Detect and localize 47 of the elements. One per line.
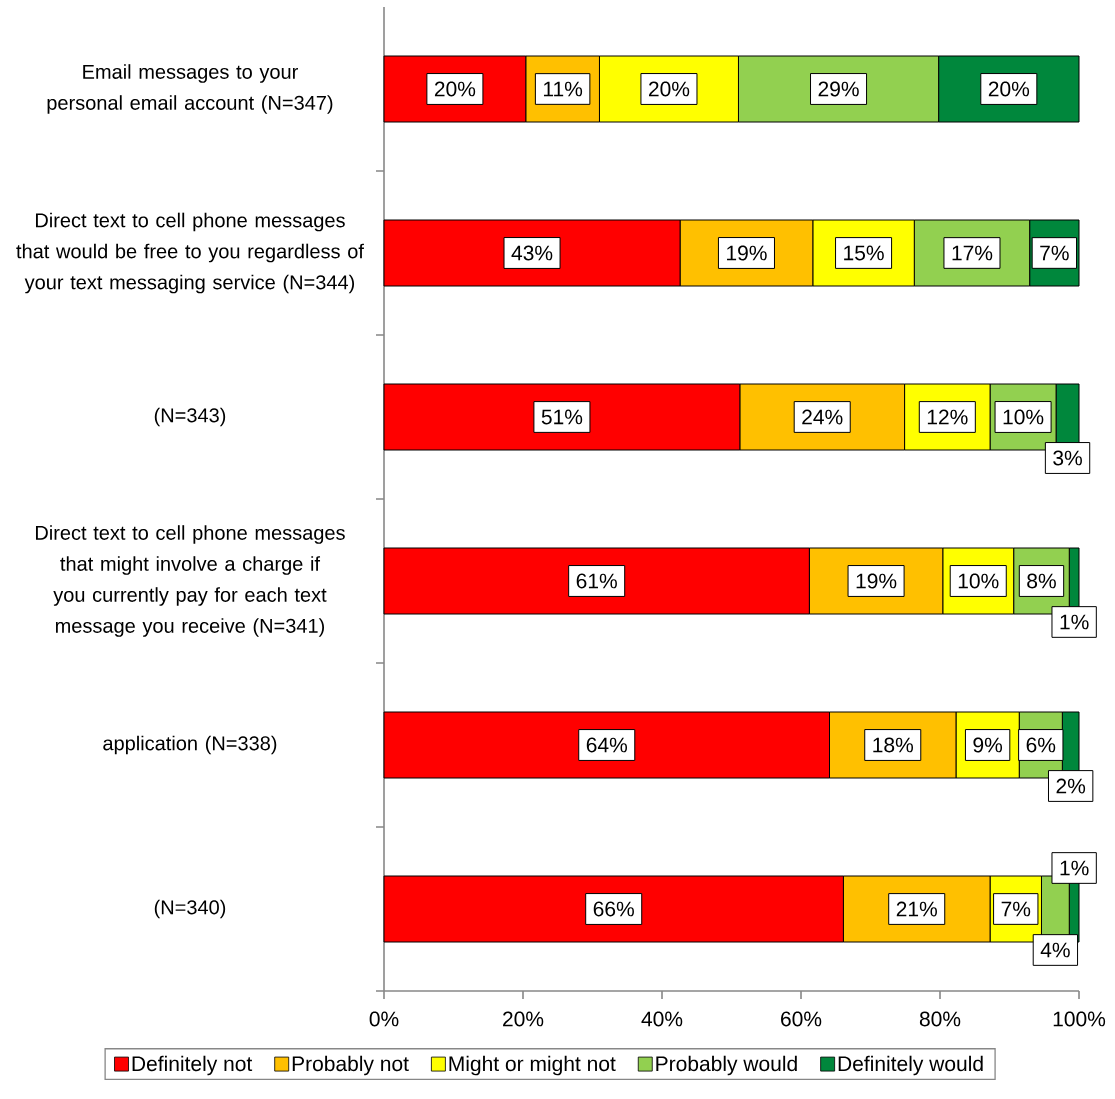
data-label: 3% [1053, 450, 1082, 466]
data-label: 19% [727, 245, 767, 261]
x-tick-label: 20% [503, 1011, 544, 1027]
x-tick-label: 0% [369, 1011, 399, 1027]
data-label: 24% [802, 409, 843, 425]
data-label: 4% [1040, 942, 1070, 958]
data-label: 9% [973, 737, 1003, 753]
data-label: 8% [1027, 573, 1056, 589]
data-label: 18% [873, 737, 914, 753]
data-label: 2% [1056, 778, 1086, 794]
x-tick-label: 100% [1053, 1011, 1106, 1027]
y-tick-label: (N=343) [154, 407, 226, 427]
legend-label: Might or might not [449, 1055, 616, 1076]
data-label: 20% [649, 81, 690, 97]
data-label: 66% [593, 901, 634, 917]
x-tick-label: 80% [919, 1011, 961, 1027]
data-label: 21% [896, 901, 937, 917]
data-label: 12% [927, 409, 968, 425]
data-label: 64% [586, 737, 628, 753]
data-label: 19% [856, 573, 897, 589]
data-label: 61% [576, 573, 617, 589]
data-label: 7% [1040, 245, 1069, 261]
data-label: 1% [1060, 614, 1089, 630]
legend-label: Probably would [656, 1055, 797, 1076]
data-label: 20% [434, 81, 476, 97]
y-tick-label: application (N=338) [103, 735, 277, 755]
y-tick-label: (N=340) [154, 899, 226, 919]
data-label: 11% [543, 81, 583, 97]
x-tick-label: 60% [781, 1011, 822, 1027]
data-label: 43% [511, 245, 553, 261]
data-label: 10% [1003, 409, 1044, 425]
y-tick-label: Email messages to your personal email account (N=347) [47, 64, 333, 114]
legend-label: Probably not [292, 1055, 409, 1076]
data-label: 20% [988, 81, 1030, 97]
data-label: 51% [541, 409, 583, 425]
data-label: 29% [818, 81, 859, 97]
legend-label: Definitely not [132, 1055, 253, 1076]
data-label: 10% [958, 573, 999, 589]
data-label: 17% [952, 245, 993, 261]
legend-label: Definitely would [838, 1055, 983, 1076]
y-tick-label: Direct text to cell phone messages that might involve a charge if you currently pay for each text message you receive (N=341) [35, 525, 345, 637]
data-label: 1% [1060, 860, 1089, 876]
data-label: 15% [844, 245, 884, 261]
y-tick-label: Direct text to cell phone messages that would be free to you regardless of your text messaging service (N=344) [16, 212, 364, 294]
data-label: 7% [1001, 901, 1031, 917]
x-tick-label: 40% [641, 1011, 683, 1027]
data-label: 6% [1026, 737, 1056, 753]
